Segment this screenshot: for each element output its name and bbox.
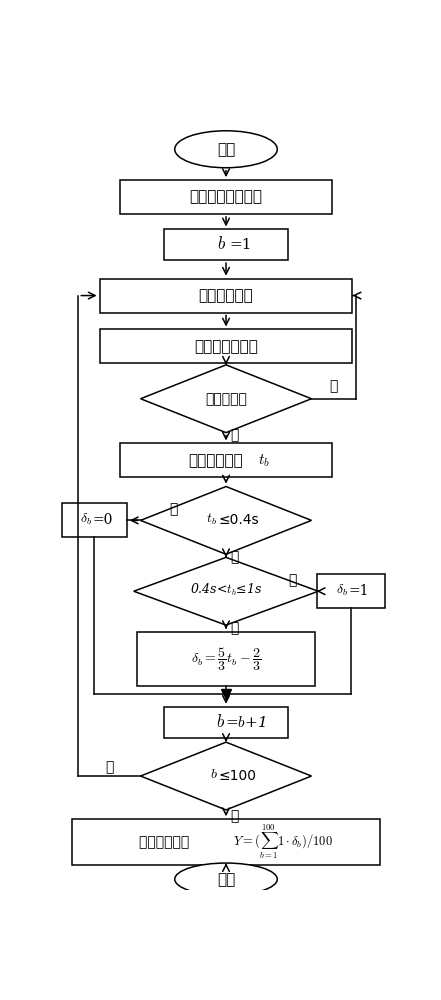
Text: 计算响应时间: 计算响应时间 xyxy=(188,453,243,468)
Ellipse shape xyxy=(175,863,277,895)
Text: $\delta_b = \dfrac{5}{3}t_b - \dfrac{2}{3}$: $\delta_b = \dfrac{5}{3}t_b - \dfrac{2}{… xyxy=(191,645,261,673)
Text: 否: 否 xyxy=(230,550,239,564)
Ellipse shape xyxy=(175,131,277,168)
Text: $t_b$: $t_b$ xyxy=(206,511,217,527)
Text: $Y=(\sum_{b=1}^{100}1\cdot\delta_b)/100$: $Y=(\sum_{b=1}^{100}1\cdot\delta_b)/100$ xyxy=(233,823,333,861)
Text: $b$: $b$ xyxy=(209,768,217,782)
Polygon shape xyxy=(141,742,311,810)
Text: =1: =1 xyxy=(348,584,369,598)
Text: $b$: $b$ xyxy=(216,714,225,731)
Polygon shape xyxy=(141,487,311,554)
Bar xyxy=(164,229,288,260)
Text: $\delta_b$: $\delta_b$ xyxy=(80,512,92,527)
Text: 随机弹出图片: 随机弹出图片 xyxy=(198,288,254,303)
Text: 否: 否 xyxy=(230,809,239,823)
Bar xyxy=(137,632,315,686)
Text: 是: 是 xyxy=(230,621,239,635)
Text: 是: 是 xyxy=(106,760,114,774)
Polygon shape xyxy=(134,557,318,625)
Text: 否: 否 xyxy=(288,573,297,587)
Text: 否: 否 xyxy=(329,379,338,393)
Bar xyxy=(100,279,352,312)
Text: 0.4s<$t_b$≤1s: 0.4s<$t_b$≤1s xyxy=(190,582,262,598)
Text: $\delta_b$: $\delta_b$ xyxy=(336,583,348,598)
Text: ≤100: ≤100 xyxy=(218,769,257,783)
Text: $t_b$: $t_b$ xyxy=(258,452,270,469)
Polygon shape xyxy=(141,365,311,433)
Text: 是: 是 xyxy=(230,429,239,443)
Bar xyxy=(164,707,288,738)
Text: =0: =0 xyxy=(93,513,113,527)
Bar xyxy=(120,443,332,477)
Text: $b$: $b$ xyxy=(217,236,226,253)
Text: ≤0.4s: ≤0.4s xyxy=(218,513,259,527)
Text: =1: =1 xyxy=(229,238,252,252)
Bar xyxy=(72,819,380,865)
Text: 交通标志图片学习: 交通标志图片学习 xyxy=(190,190,262,205)
Bar xyxy=(317,574,385,608)
Text: 识别正确？: 识别正确？ xyxy=(205,392,247,406)
Text: 识别并进行响应: 识别并进行响应 xyxy=(194,339,258,354)
Bar xyxy=(120,180,332,214)
Text: 结束: 结束 xyxy=(217,872,235,887)
Text: =$b$+1: =$b$+1 xyxy=(225,715,266,730)
Bar xyxy=(62,503,127,537)
Text: 开始: 开始 xyxy=(217,142,235,157)
Text: 是: 是 xyxy=(169,503,177,517)
Text: 计算疲劳度值: 计算疲劳度值 xyxy=(139,835,194,849)
Bar xyxy=(100,329,352,363)
